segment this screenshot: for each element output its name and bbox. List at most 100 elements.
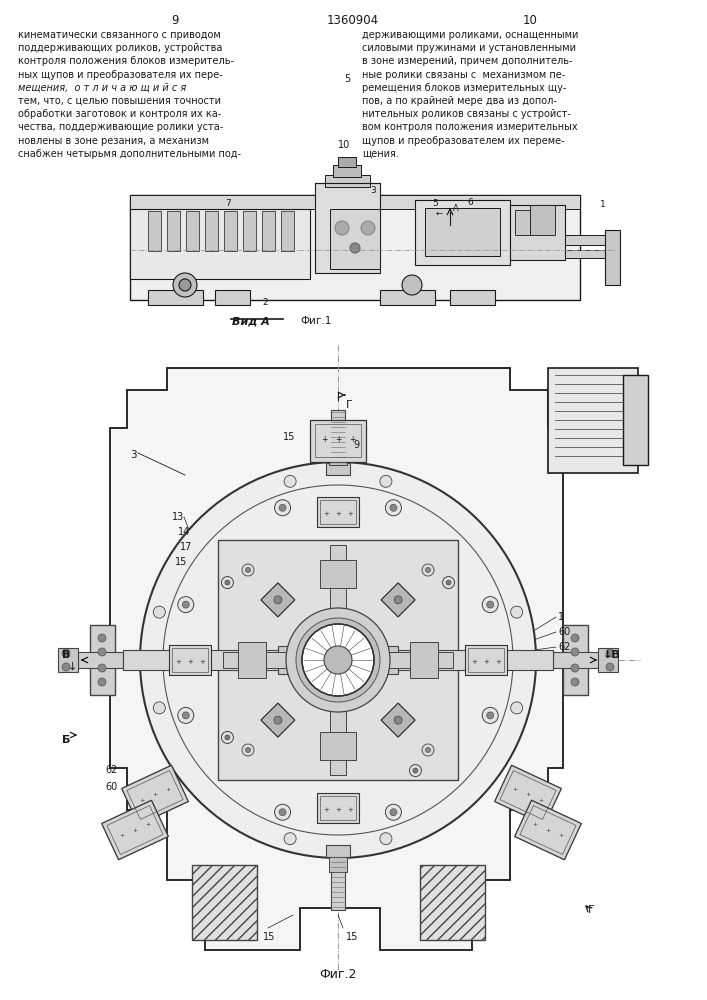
Text: вом контроля положения измерительных: вом контроля положения измерительных	[362, 122, 578, 132]
Circle shape	[284, 833, 296, 845]
Text: +: +	[132, 828, 138, 832]
Text: 13: 13	[172, 512, 185, 522]
Circle shape	[225, 735, 230, 740]
Circle shape	[385, 500, 402, 516]
Bar	[320, 560, 356, 588]
Text: +: +	[165, 787, 170, 792]
Text: снабжен четырьмя дополнительными под-: снабжен четырьмя дополнительными под-	[18, 149, 241, 159]
Bar	[78, 652, 123, 668]
Polygon shape	[515, 800, 581, 860]
Circle shape	[179, 279, 191, 291]
Polygon shape	[381, 703, 415, 737]
Bar	[192, 865, 257, 940]
Bar	[130, 209, 310, 279]
Bar	[468, 648, 504, 672]
Circle shape	[390, 809, 397, 816]
Circle shape	[245, 748, 250, 752]
Text: ремещения блоков измерительных щу-: ремещения блоков измерительных щу-	[362, 83, 566, 93]
Bar	[329, 857, 347, 872]
Bar	[330, 209, 380, 269]
Text: +: +	[323, 511, 329, 517]
Text: +: +	[145, 822, 151, 827]
Circle shape	[274, 804, 291, 820]
Bar	[605, 230, 620, 285]
Bar	[465, 645, 507, 675]
Text: ↓: ↓	[68, 662, 77, 672]
Circle shape	[571, 678, 579, 686]
Circle shape	[446, 580, 451, 585]
Circle shape	[153, 606, 165, 618]
Circle shape	[385, 804, 402, 820]
Circle shape	[402, 275, 422, 295]
Circle shape	[225, 580, 230, 585]
Text: +: +	[545, 828, 551, 832]
Text: чества, поддерживающие ролики уста-: чества, поддерживающие ролики уста-	[18, 122, 223, 132]
Bar	[326, 463, 350, 475]
Bar	[320, 796, 356, 820]
Bar	[310, 420, 366, 462]
Bar	[330, 545, 346, 775]
Circle shape	[361, 221, 375, 235]
Bar	[262, 211, 275, 251]
Bar	[329, 450, 347, 465]
Circle shape	[98, 648, 106, 656]
Bar	[281, 211, 294, 251]
Bar	[317, 497, 359, 527]
Bar	[148, 290, 203, 305]
Text: +: +	[471, 659, 477, 665]
Text: пов, а по крайней мере два из допол-: пов, а по крайней мере два из допол-	[362, 96, 557, 106]
Circle shape	[335, 221, 349, 235]
Circle shape	[380, 833, 392, 845]
Circle shape	[571, 648, 579, 656]
Text: +: +	[347, 807, 353, 813]
Circle shape	[422, 744, 434, 756]
Text: Г: Г	[588, 905, 595, 915]
Circle shape	[245, 568, 250, 572]
Text: 17: 17	[180, 542, 192, 552]
Bar	[415, 200, 510, 265]
Circle shape	[98, 678, 106, 686]
Circle shape	[482, 707, 498, 723]
Text: +: +	[199, 659, 205, 665]
Text: +: +	[153, 792, 158, 798]
Text: новлены в зоне резания, а механизм: новлены в зоне резания, а механизм	[18, 136, 209, 146]
Bar	[380, 290, 435, 305]
Polygon shape	[261, 583, 295, 617]
Circle shape	[274, 500, 291, 516]
Text: 9: 9	[353, 440, 359, 450]
Text: щупов и преобразователем их переме-: щупов и преобразователем их переме-	[362, 136, 565, 146]
Bar	[172, 648, 208, 672]
Text: Фиг.1: Фиг.1	[300, 316, 332, 326]
Circle shape	[284, 475, 296, 487]
Bar	[169, 645, 211, 675]
Circle shape	[296, 618, 380, 702]
Bar	[510, 205, 565, 260]
Circle shape	[482, 597, 498, 613]
Circle shape	[274, 596, 282, 604]
Text: Фиг.2: Фиг.2	[320, 968, 357, 981]
Bar	[565, 235, 615, 245]
Circle shape	[510, 702, 522, 714]
Text: мещения,  о т л и ч а ю щ и й с я: мещения, о т л и ч а ю щ и й с я	[18, 83, 186, 93]
Bar	[130, 195, 580, 209]
Bar	[123, 650, 553, 670]
Polygon shape	[495, 765, 561, 825]
Bar	[315, 424, 361, 457]
Text: 1: 1	[600, 200, 606, 209]
Text: +: +	[187, 659, 193, 665]
Bar	[224, 211, 237, 251]
Bar	[598, 648, 618, 672]
Circle shape	[409, 765, 421, 777]
Text: В: В	[62, 650, 71, 660]
Text: +: +	[347, 511, 353, 517]
Text: +: +	[140, 798, 145, 803]
Text: 15: 15	[263, 932, 275, 942]
Circle shape	[300, 622, 376, 698]
Circle shape	[286, 608, 390, 712]
Text: силовыми пружинами и установленными: силовыми пружинами и установленными	[362, 43, 576, 53]
Text: 60: 60	[558, 627, 571, 637]
Text: ные ролики связаны с  механизмом пе-: ные ролики связаны с механизмом пе-	[362, 70, 566, 80]
Text: 9: 9	[171, 14, 179, 27]
Bar	[288, 650, 388, 670]
Circle shape	[394, 596, 402, 604]
